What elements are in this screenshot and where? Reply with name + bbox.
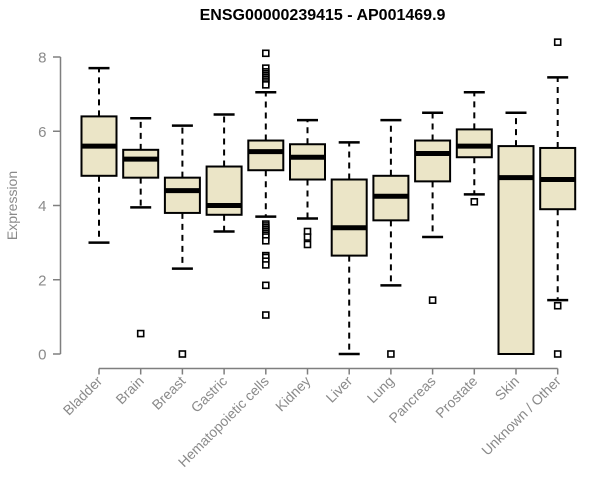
x-tick-label-prostate: Prostate (432, 373, 480, 421)
outlier-point (303, 240, 312, 249)
outlier-point (470, 197, 479, 206)
y-tick-label: 8 (38, 50, 46, 67)
x-tick-label-bladder: Bladder (60, 373, 106, 419)
x-tick-label-liver: Liver (323, 373, 356, 406)
boxplot-breast (163, 124, 201, 358)
y-tick-label: 4 (38, 198, 46, 215)
outlier-point (261, 81, 270, 89)
x-tick-label-skin: Skin (492, 373, 523, 404)
boxplot-bladder (80, 66, 118, 244)
y-tick-label: 0 (38, 347, 46, 364)
outlier-point (428, 296, 437, 304)
x-tick-label-kidney: Kidney (272, 373, 314, 415)
x-tick-label-unknown-other: Unknown / Other (478, 373, 564, 459)
outlier-point (261, 261, 270, 269)
iqr-box (330, 178, 368, 257)
iqr-box (455, 128, 493, 159)
iqr-box (247, 139, 285, 172)
outlier-point (553, 350, 562, 358)
boxplot-unknown-other (539, 38, 577, 358)
outlier-point (387, 350, 395, 358)
outlier-point (136, 329, 145, 338)
iqr-box (289, 143, 326, 181)
boxplot-prostate (455, 91, 493, 206)
y-axis-title: Expression (4, 171, 20, 240)
outlier-point (178, 350, 187, 358)
boxplot-hematopoietic-cells (247, 49, 285, 319)
x-tick-label-lung: Lung (364, 373, 397, 406)
boxplot-lung (372, 118, 410, 358)
chart-title: ENSG00000239415 - AP001469.9 (199, 7, 446, 24)
iqr-box (414, 139, 452, 183)
boxplot-liver (330, 141, 368, 356)
boxplot-kidney (289, 118, 326, 249)
outlier-point (303, 233, 312, 241)
outlier-point (261, 49, 270, 58)
outlier-point (553, 301, 562, 310)
outlier-point (553, 38, 562, 46)
x-tick-label-breast: Breast (149, 373, 189, 413)
boxplot-skin (497, 111, 535, 355)
boxplot-brain (122, 117, 160, 338)
y-tick-label: 6 (38, 124, 46, 141)
y-tick-label: 2 (38, 272, 46, 289)
outlier-point (261, 281, 270, 290)
boxplot-gastric (205, 113, 243, 233)
iqr-box (122, 148, 160, 179)
x-tick-label-brain: Brain (112, 373, 146, 407)
iqr-box (497, 145, 535, 355)
boxplot-pancreas (414, 111, 452, 304)
outlier-point (261, 236, 270, 245)
iqr-box (163, 176, 201, 214)
outlier-point (261, 311, 270, 319)
